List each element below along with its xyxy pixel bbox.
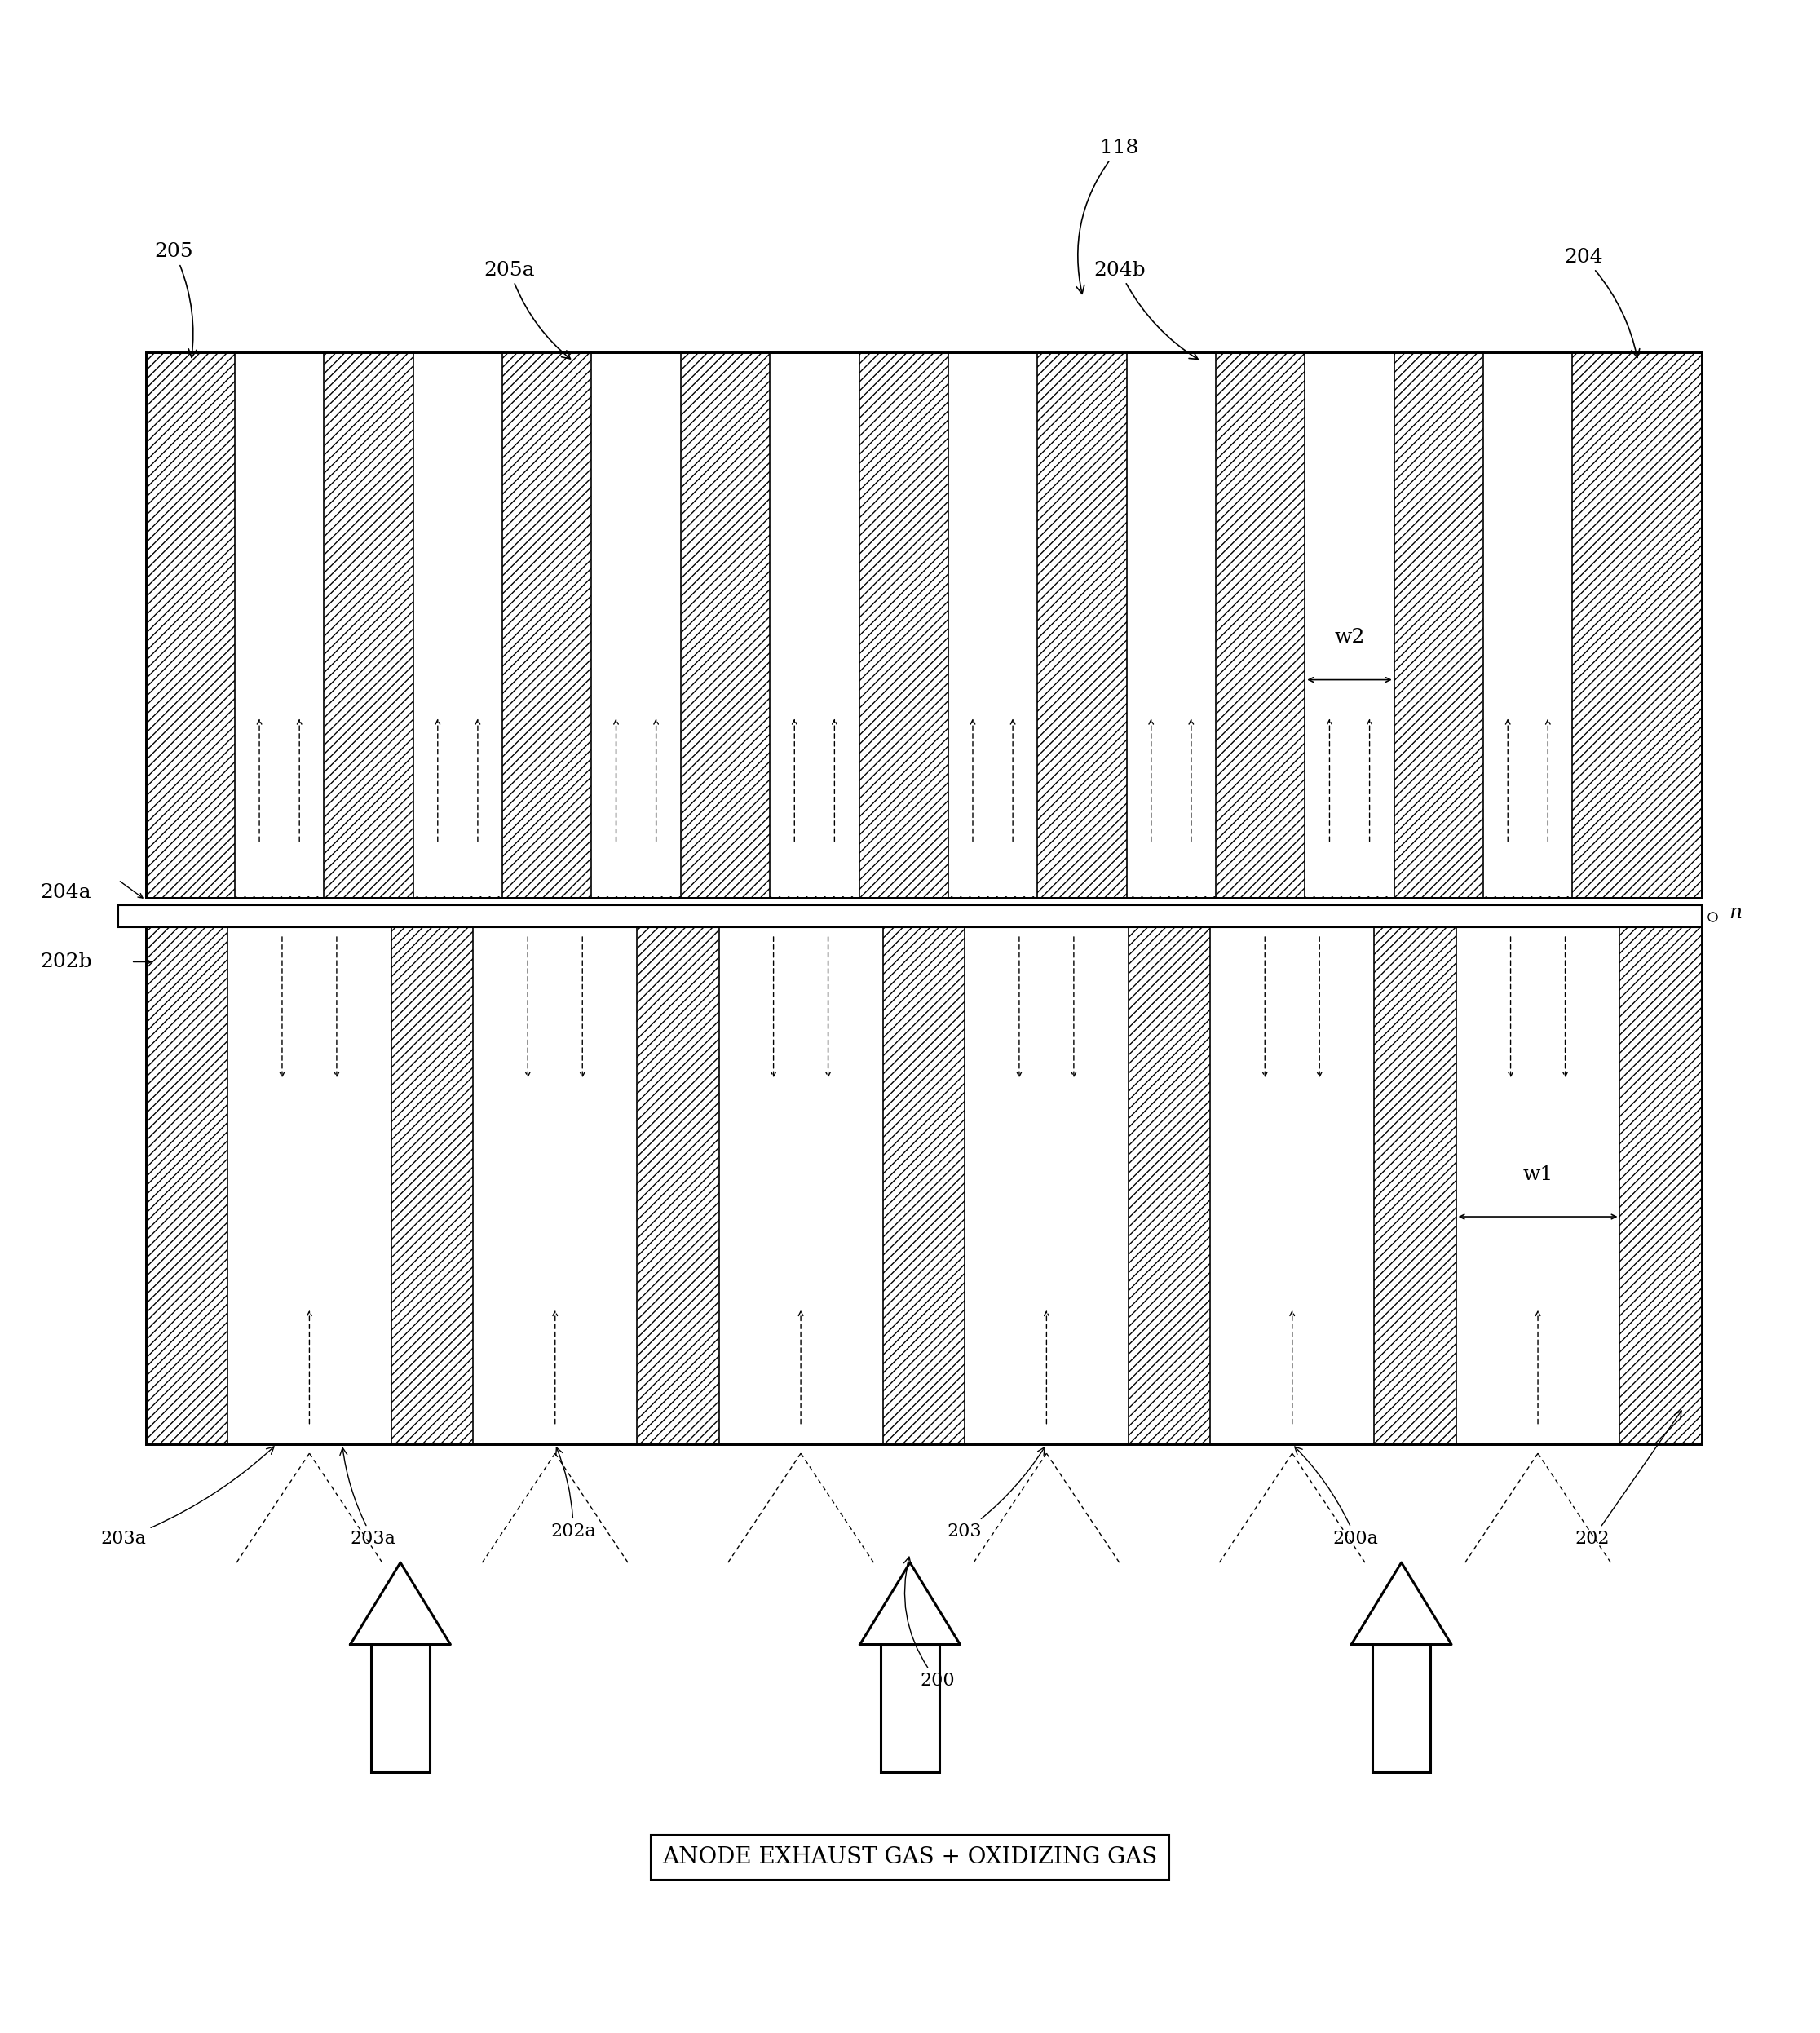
Text: w1: w1 — [1523, 1165, 1552, 1183]
Polygon shape — [1350, 1563, 1452, 1645]
Text: 204: 204 — [1563, 248, 1640, 358]
Bar — [719, 919, 883, 1443]
Bar — [770, 354, 859, 897]
Bar — [146, 917, 1702, 1443]
Bar — [592, 354, 681, 897]
Polygon shape — [349, 1563, 450, 1645]
Text: 205a: 205a — [484, 260, 570, 360]
Bar — [473, 919, 637, 1443]
Bar — [146, 917, 1702, 1443]
Bar — [1305, 354, 1394, 897]
Bar — [881, 1645, 939, 1773]
Bar — [413, 354, 502, 897]
Bar — [965, 919, 1128, 1443]
Text: 202a: 202a — [551, 1447, 595, 1541]
Text: ANODE EXHAUST GAS + OXIDIZING GAS: ANODE EXHAUST GAS + OXIDIZING GAS — [662, 1846, 1158, 1868]
Bar — [1372, 1645, 1431, 1773]
Text: 204b: 204b — [1094, 260, 1198, 360]
Text: 202: 202 — [1574, 1411, 1682, 1547]
Text: n: n — [1729, 903, 1742, 923]
Bar — [146, 352, 1702, 899]
Bar — [1210, 919, 1374, 1443]
Bar — [1456, 919, 1620, 1443]
Bar — [118, 905, 1702, 927]
Bar — [146, 352, 1702, 899]
Text: 205: 205 — [155, 242, 197, 358]
Text: w2: w2 — [1334, 628, 1365, 646]
Bar — [235, 354, 324, 897]
Text: 203: 203 — [946, 1447, 1045, 1541]
Polygon shape — [859, 1563, 961, 1645]
Text: 200: 200 — [905, 1557, 956, 1689]
Text: 200a: 200a — [1294, 1447, 1380, 1547]
Bar — [1483, 354, 1572, 897]
Text: 118: 118 — [1076, 138, 1139, 295]
Bar — [371, 1645, 430, 1773]
Text: 203a: 203a — [340, 1447, 397, 1547]
Bar — [948, 354, 1037, 897]
Bar — [228, 919, 391, 1443]
Bar — [1127, 354, 1216, 897]
Text: 203a: 203a — [100, 1447, 275, 1547]
Text: 202b: 202b — [40, 953, 93, 972]
Text: 204a: 204a — [40, 882, 91, 903]
